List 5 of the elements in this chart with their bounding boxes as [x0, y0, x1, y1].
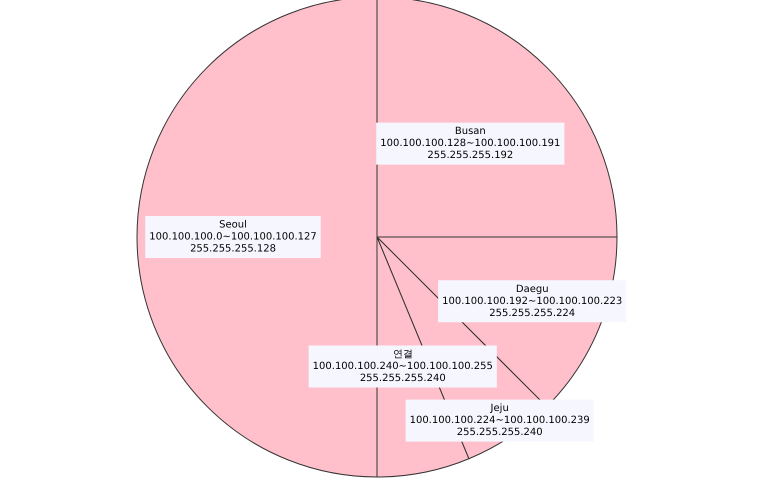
slice-label: Busan 100.100.100.128~100.100.100.191 255.255.255.192: [380, 126, 560, 162]
slice-label: Daegu 100.100.100.192~100.100.100.223 255.255.255.224: [442, 284, 622, 319]
slice-label: Seoul 100.100.100.0~100.100.100.127 255.255.255.128: [149, 220, 317, 254]
slice-label: 연결 100.100.100.240~100.100.100.255 255.255.255.240: [312, 348, 493, 384]
slice-label: Jeju 100.100.100.224~100.100.100.239 255.255.255.240: [410, 403, 590, 438]
